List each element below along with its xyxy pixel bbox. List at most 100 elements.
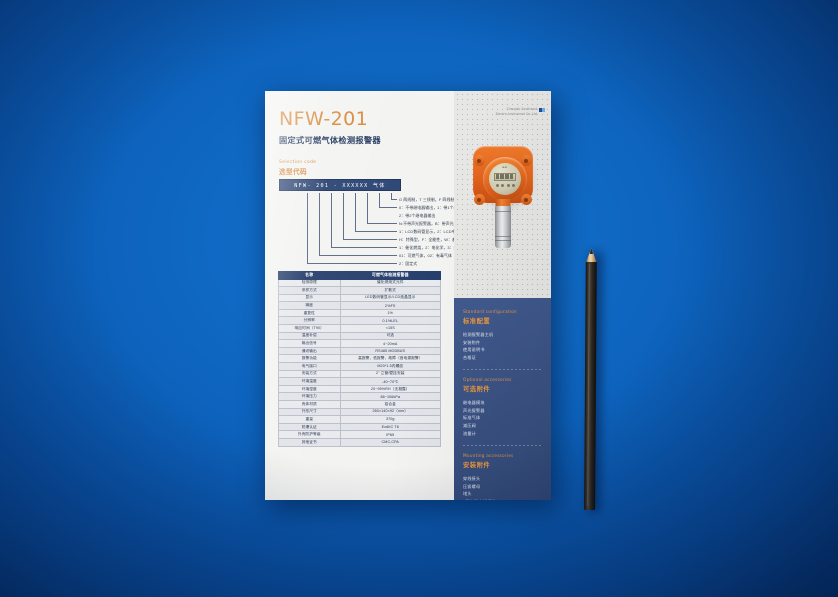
list-item: 压紧螺母 bbox=[463, 483, 481, 489]
device-button-icon bbox=[501, 184, 505, 187]
spec-table-wrap: 名称 可燃气体检测报警器 检测原理 催化燃烧式元件 采样方式 扩散式 显示 LED数码管显… bbox=[278, 271, 442, 447]
selection-code-heading: Selection code 选型代码 bbox=[279, 160, 454, 176]
leader-line bbox=[379, 207, 397, 208]
list-item: 穿线接头 bbox=[463, 476, 481, 482]
list-item: 标准气体 bbox=[463, 415, 481, 421]
pencil-body bbox=[584, 261, 597, 511]
list-item: 继电器模块 bbox=[463, 400, 485, 406]
table-row: 壳体材质 铝合金 bbox=[278, 400, 442, 409]
table-row: 显示 LED数码管显示/LCD液晶显示 bbox=[278, 293, 442, 303]
table-cell: 4~20mA bbox=[339, 339, 442, 348]
table-cell: 分辨率 bbox=[278, 316, 341, 326]
leader-line bbox=[319, 255, 397, 256]
leader-line bbox=[331, 193, 332, 247]
poster-right-column: Chengdu Southeast Electric Instrument Co… bbox=[454, 91, 551, 500]
mount-lug-icon bbox=[520, 194, 532, 205]
logo-mark-icon bbox=[539, 108, 545, 112]
table-row: 输出信号 4~20mA bbox=[278, 339, 442, 348]
table-cell: <15S bbox=[339, 324, 442, 333]
table-cell: 扩散式 bbox=[339, 286, 442, 295]
table-cell: 温度补偿 bbox=[278, 331, 341, 341]
device-button-icon bbox=[495, 184, 499, 187]
list-item: 合格证 bbox=[463, 354, 477, 360]
device-sensor-probe bbox=[494, 206, 511, 248]
leader-line bbox=[307, 263, 397, 264]
table-cell: RS485 MODBUS bbox=[339, 346, 442, 356]
table-row: 检测原理 催化燃烧式元件 bbox=[278, 278, 442, 288]
table-cell: 20~95%RH（无凝露） bbox=[339, 384, 442, 394]
table-row: 分辨率 0.1%LEL bbox=[278, 316, 442, 326]
legend-line: O 两线制，T 三线制，F 四线制 bbox=[399, 196, 455, 202]
section-item-list: 检测报警器主机 安装附件 使用说明书 合格证 bbox=[463, 331, 542, 361]
section-item-list: 穿线接头压紧螺母堵头L型安装支架组件 bbox=[463, 475, 542, 500]
table-cell: 370g bbox=[339, 415, 442, 424]
device-housing: NFW bbox=[472, 146, 533, 205]
list-item: 安装附件 bbox=[463, 339, 481, 345]
table-cell: 2" 立管/壁挂安装 bbox=[339, 369, 442, 379]
table-cell: 0.1%LEL bbox=[339, 316, 442, 326]
table-cell: 可选 bbox=[339, 331, 442, 341]
table-cell: 报警功能 bbox=[278, 354, 341, 364]
table-cell: -40~70℃ bbox=[339, 377, 442, 386]
device-brand-label: NFW bbox=[502, 167, 507, 169]
table-header-cell: 可燃气体检测报警器 bbox=[339, 271, 442, 280]
table-row: 电气接口 M20*1.5内螺纹 bbox=[278, 362, 442, 371]
list-item: 流量计 bbox=[463, 430, 477, 436]
table-row: 防爆认证 ExdIIC T6 bbox=[278, 422, 442, 432]
page-subtitle: 固定式可燃气体检测报警器 bbox=[279, 136, 381, 145]
leader-line bbox=[391, 199, 397, 200]
pencil bbox=[584, 248, 597, 511]
brand-line-2: Electric Instrument Co.,Ltd bbox=[495, 111, 537, 116]
table-row: 环境压力 86~106kPa bbox=[278, 392, 442, 401]
list-item: 减压阀 bbox=[463, 422, 477, 428]
table-cell: 通讯输出 bbox=[278, 346, 341, 356]
table-cell: 外形尺寸 bbox=[278, 407, 341, 417]
table-row: 其他证书 CMC,CPA bbox=[278, 437, 442, 447]
list-item: L型安装支架组件 bbox=[463, 498, 542, 500]
section-mounting-accessories: Mounting accessories 安装附件 穿线接头压紧螺母堵头L型安装… bbox=[463, 454, 542, 500]
table-cell: CMC,CPA bbox=[339, 437, 442, 447]
table-row: 外形尺寸 260×140×92（mm） bbox=[278, 407, 442, 417]
lcd-digit bbox=[500, 174, 504, 179]
table-header-cell: 名称 bbox=[278, 271, 341, 280]
table-row: 重复性 1% bbox=[278, 308, 442, 318]
table-cell: 260×140×92（mm） bbox=[339, 407, 442, 417]
table-cell: 防爆认证 bbox=[278, 422, 341, 432]
table-cell: 检测原理 bbox=[278, 278, 341, 288]
title-block: NFW-201 固定式可燃气体检测报警器 bbox=[265, 91, 454, 146]
lcd-digit bbox=[509, 174, 514, 179]
device-button-icon bbox=[512, 184, 516, 187]
list-item: 声光报警器 bbox=[463, 407, 485, 413]
table-cell: IP65 bbox=[339, 430, 442, 439]
gas-detector-product-image: NFW bbox=[471, 140, 535, 280]
table-cell: 2%FS bbox=[339, 301, 442, 310]
mount-lug-icon bbox=[473, 194, 485, 205]
selection-code-label-en: Selection code bbox=[279, 160, 317, 165]
table-cell: 壳体材质 bbox=[278, 400, 341, 409]
table-cell: 电气接口 bbox=[278, 362, 341, 371]
table-cell: 环境湿度 bbox=[278, 384, 341, 394]
table-row: 温度补偿 可选 bbox=[278, 331, 442, 341]
mount-lug-icon bbox=[473, 155, 485, 166]
table-cell: 外壳防护等级 bbox=[278, 430, 341, 439]
table-cell: LED数码管显示/LCD液晶显示 bbox=[339, 293, 442, 303]
lcd-digit bbox=[495, 174, 500, 179]
table-cell: 精度 bbox=[278, 301, 341, 310]
table-row: 外壳防护等级 IP65 bbox=[278, 430, 442, 439]
section-title-en: Optional accessories bbox=[463, 378, 512, 384]
legend-line: 01：可燃气体，02：有毒气体 bbox=[399, 252, 452, 258]
info-panel: Standard configuration 标准配置 检测报警器主机 安装附件使… bbox=[454, 298, 551, 500]
table-cell: 响应时间（T90） bbox=[278, 324, 341, 333]
table-row: 环境温度 -40~70℃ bbox=[278, 377, 442, 386]
lcd-digit bbox=[505, 174, 509, 179]
divider bbox=[463, 369, 542, 371]
leader-line bbox=[355, 193, 356, 231]
device-button-icon bbox=[506, 184, 510, 187]
section-title-en: Standard configuration bbox=[463, 310, 517, 315]
product-brochure-poster: NFW-201 固定式可燃气体检测报警器 Selection code 选型代码… bbox=[265, 91, 551, 500]
selection-code-legend: O 两线制，T 三线制，F 四线制 0：不带继电器输出，1：带1个继电器输出， … bbox=[279, 193, 479, 266]
leader-line bbox=[319, 193, 320, 255]
leader-line bbox=[343, 193, 344, 239]
table-cell: 重复性 bbox=[278, 308, 341, 318]
selection-code-text: NFW- 201 - XXXXXX 气体 bbox=[294, 182, 386, 189]
